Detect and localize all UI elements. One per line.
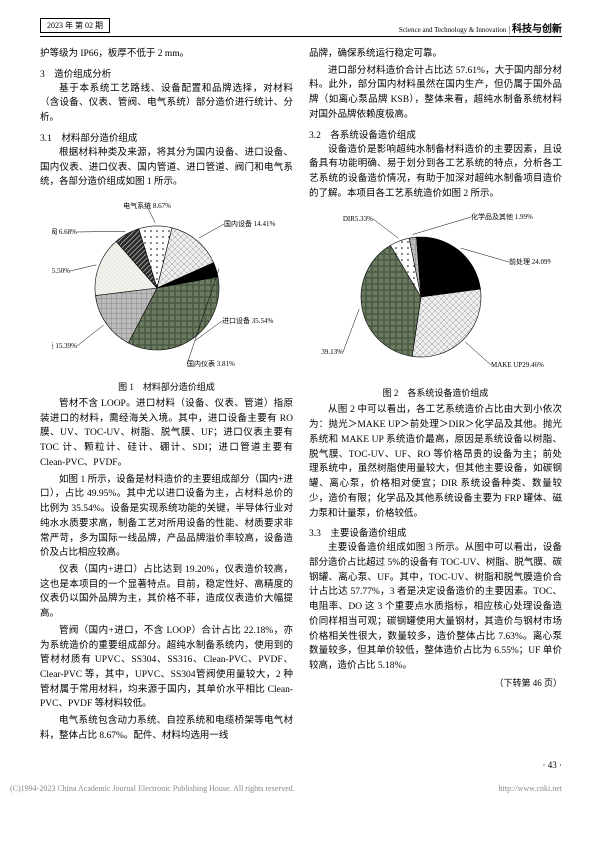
left-continuation: 护等级为 IP66，板厚不低于 2 mm。 xyxy=(40,47,293,62)
para-31e: 管阀（国内+进口，不含 LOOP）合计占比 22.18%，亦为系统造价的重要组成… xyxy=(40,624,293,712)
page-number: · 43 · xyxy=(40,760,562,770)
svg-text:化学品及其他 1.99%: 化学品及其他 1.99% xyxy=(471,212,533,221)
svg-text:MAKE UP29.46%: MAKE UP29.46% xyxy=(491,361,544,369)
section-3: 3 造价组成分析 xyxy=(40,66,293,80)
section-3-1: 3.1 材料部分造价组成 xyxy=(40,130,293,144)
pie-chart-2: 化学品及其他 1.99% 前处理 24.09% MAKE UP29.46% 抛光 39… xyxy=(321,209,551,384)
para-3a: 基于本系统工艺路线、设备配置和品牌选择，对材料（含设备、仪表、管阀、电气系统）部… xyxy=(40,82,293,126)
para-32a: 进口部分材料造价合计占比达 57.61%，大于国内部分材料。此外，部分国内材料虽… xyxy=(309,64,562,123)
svg-text:抛光 39.13%: 抛光 39.13% xyxy=(321,347,343,356)
svg-text:国内管阀 15.50%: 国内管阀 15.50% xyxy=(52,266,70,275)
issue-label: 2023 年 第 02 期 xyxy=(40,18,110,33)
journal-title: Science and Technology & Innovation | 科技… xyxy=(399,20,562,35)
svg-text:进口管阀 6.68%: 进口管阀 6.68% xyxy=(52,227,77,236)
section-3-2: 3.2 各系统设备造价组成 xyxy=(309,127,562,141)
figure-2-title: 图 2 各系统设备造价组成 xyxy=(309,386,562,399)
figure-1: 电气系统 8.67% 国内设备 14.41% 国内仪表 3.81% 进口设备 35.5… xyxy=(40,198,293,393)
page-header: 2023 年 第 02 期 Science and Technology & I… xyxy=(40,18,562,37)
svg-text:电气系统 8.67%: 电气系统 8.67% xyxy=(123,201,171,210)
footer-copyright: (C)1994-2023 China Academic Journal Elec… xyxy=(10,784,295,793)
figure-2: 化学品及其他 1.99% 前处理 24.09% MAKE UP29.46% 抛光 39… xyxy=(309,209,562,399)
section-3-3: 3.3 主要设备造价组成 xyxy=(309,525,562,539)
para-31c: 如图 1 所示，设备是材料造价的主要组成部分（国内+进口），占比 49.95%。… xyxy=(40,473,293,561)
para-31b: 管材不含 LOOP。进口材料（设备、仪表、管道）指原装进口的材料，需经海关入境。… xyxy=(40,397,293,471)
pie-chart-1: 电气系统 8.67% 国内设备 14.41% 国内仪表 3.81% 进口设备 35.5… xyxy=(52,198,282,378)
svg-text:进口仪表 15.39%: 进口仪表 15.39% xyxy=(52,341,77,350)
right-column: 品牌，确保系统运行稳定可靠。 进口部分材料造价合计占比达 57.61%，大于国内… xyxy=(309,47,562,746)
para-32c: 从图 2 中可以看出，各工艺系统造价占比由大到小依次为：抛光＞MAKE UP＞前… xyxy=(309,403,562,521)
figure-1-title: 图 1 材料部分造价组成 xyxy=(40,380,293,393)
svg-text:前处理 24.09%: 前处理 24.09% xyxy=(509,257,551,266)
journal-eng: Science and Technology & Innovation xyxy=(399,26,506,34)
svg-text:国内设备 14.41%: 国内设备 14.41% xyxy=(224,219,275,228)
para-31f: 电气系统包含动力系统、自控系统和电缆桥架等电气材料，整体占比 8.67%。配件、… xyxy=(40,714,293,743)
journal-chn: 科技与创新 xyxy=(512,24,562,35)
svg-text:进口设备 35.54%: 进口设备 35.54% xyxy=(222,316,273,325)
para-33a: 主要设备造价组成如图 3 所示。从图中可以看出，设备部分造价占比超过 5%的设备… xyxy=(309,541,562,673)
two-column-layout: 护等级为 IP66，板厚不低于 2 mm。 3 造价组成分析 基于本系统工艺路线… xyxy=(40,47,562,746)
right-continuation: 品牌，确保系统运行稳定可靠。 xyxy=(309,47,562,62)
continued-note: （下转第 46 页） xyxy=(309,676,562,689)
left-column: 护等级为 IP66，板厚不低于 2 mm。 3 造价组成分析 基于本系统工艺路线… xyxy=(40,47,293,746)
svg-text:国内仪表 3.81%: 国内仪表 3.81% xyxy=(187,359,235,368)
svg-text:DIR5.33%: DIR5.33% xyxy=(342,215,372,223)
footer-url: http://www.cnki.net xyxy=(499,784,562,793)
para-31a: 根据材料种类及来源，将其分为国内设备、进口设备、国内仪表、进口仪表、国内管道、进… xyxy=(40,146,293,190)
para-31d: 仪表（国内+进口）占比达到 19.20%，仪表造价较高，这也是本项目的一个显著特… xyxy=(40,563,293,622)
footer: (C)1994-2023 China Academic Journal Elec… xyxy=(0,780,602,799)
para-32b: 设备造价是影响超纯水制备材料造价的主要因素，且设备具有功能明确、易于划分到各工艺… xyxy=(309,143,562,202)
